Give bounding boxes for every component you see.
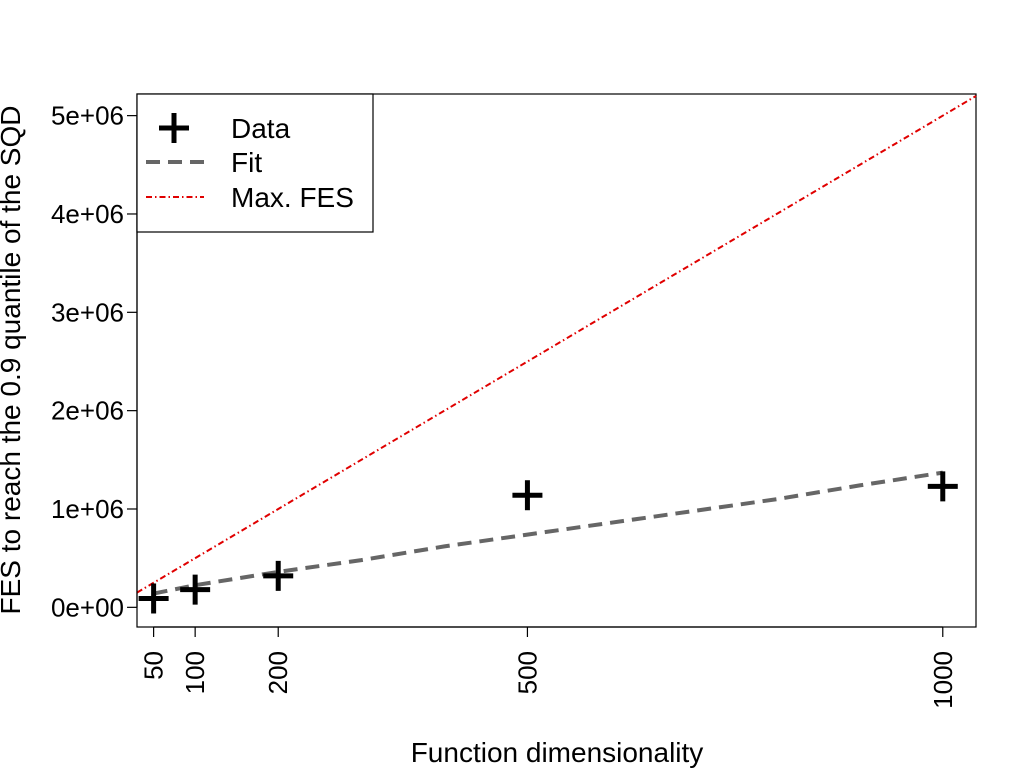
- y-tick-label: 4e+06: [51, 199, 124, 229]
- legend-label-data: Data: [231, 113, 291, 144]
- x-tick-label: 200: [263, 651, 293, 694]
- x-tick-label: 1000: [928, 651, 958, 709]
- y-axis: 0e+00 1e+06 2e+06 3e+06 4e+06 5e+06: [51, 101, 138, 622]
- y-tick-label: 3e+06: [51, 297, 124, 327]
- x-tick-label: 500: [512, 651, 542, 694]
- legend-marker-data: [159, 113, 189, 143]
- x-tick-label: 100: [180, 651, 210, 694]
- x-axis: 50 100 200 500 1000: [139, 626, 958, 709]
- data-point: [138, 583, 169, 614]
- data-point: [512, 480, 543, 511]
- x-axis-title: Function dimensionality: [411, 737, 704, 768]
- data-point: [263, 560, 294, 591]
- legend: Data Fit Max. FES: [136, 93, 374, 233]
- data-point: [927, 471, 958, 502]
- y-tick-label: 2e+06: [51, 396, 124, 426]
- y-tick-label: 5e+06: [51, 101, 124, 131]
- legend-label-max-fes: Max. FES: [231, 182, 354, 213]
- data-points: [138, 471, 958, 614]
- y-tick-label: 1e+06: [51, 494, 124, 524]
- y-tick-label: 0e+00: [51, 592, 124, 622]
- x-tick-label: 50: [139, 651, 169, 680]
- legend-label-fit: Fit: [231, 147, 262, 178]
- series-line-max-fes: [136, 95, 977, 594]
- series-lines: [136, 95, 977, 596]
- series-line-fit: [153, 470, 944, 596]
- y-axis-title: FES to reach the 0.9 quantile of the SQD: [0, 106, 26, 615]
- data-point: [180, 574, 211, 605]
